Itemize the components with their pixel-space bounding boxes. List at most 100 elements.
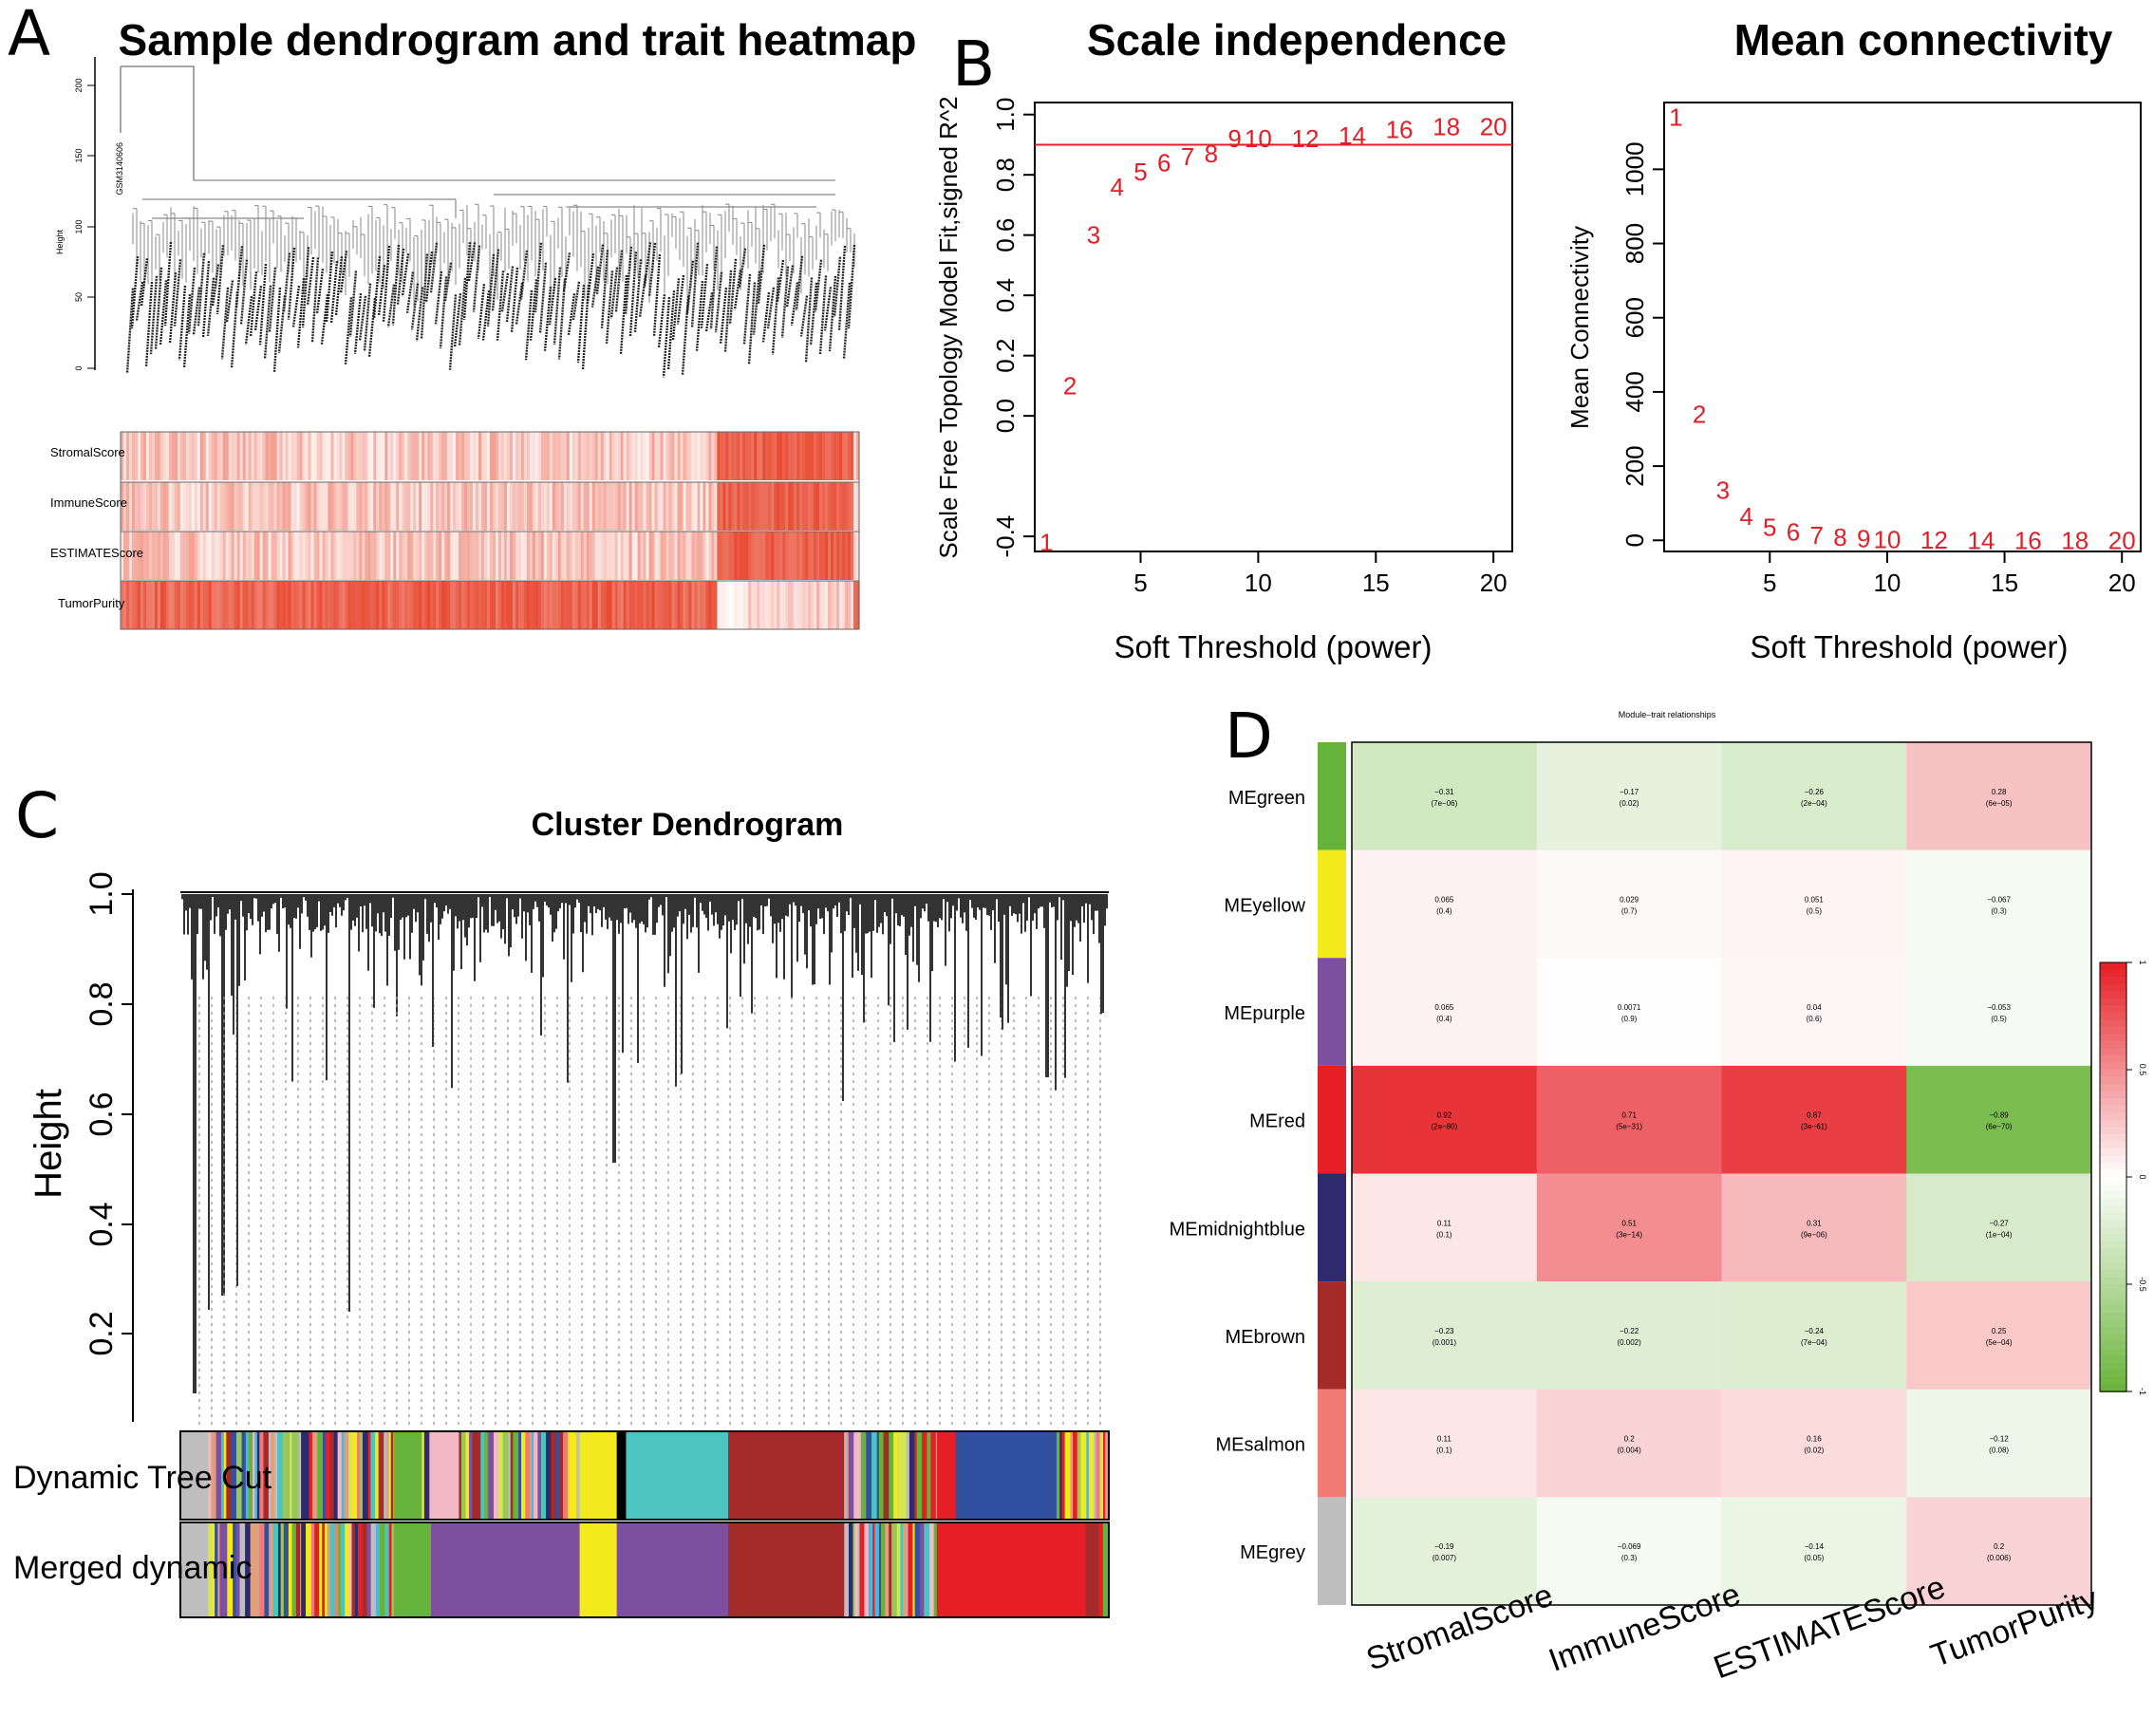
merged-dynamic-segment <box>1102 1522 1109 1617</box>
dynamic-tree-cut-segment <box>576 1431 581 1520</box>
panel-a-ytick-2: 100 <box>74 219 84 233</box>
legend-gradient-step <box>2100 1277 2126 1285</box>
trait-stripe <box>296 532 301 580</box>
trait-stripe <box>754 482 758 531</box>
dynamic-tree-cut-segment <box>493 1431 499 1520</box>
trait-stripe <box>711 482 715 531</box>
trait-stripe <box>199 532 204 580</box>
trait-stripe <box>222 581 227 629</box>
trait-stripe <box>299 532 304 580</box>
trait-stripe <box>725 482 729 531</box>
heatmap-cell <box>1721 1065 1907 1174</box>
legend-gradient-step <box>2100 998 2126 1007</box>
trait-stripe <box>534 432 539 480</box>
trait-stripe <box>529 581 534 629</box>
trait-stripe <box>421 532 425 580</box>
trait-stripe <box>808 482 812 531</box>
trait-stripe <box>591 482 596 531</box>
panel-a-ytick-1: 50 <box>74 292 84 302</box>
trait-stripe <box>537 482 542 531</box>
trait-stripe <box>490 532 494 580</box>
trait-stripe <box>447 432 451 480</box>
dynamic-tree-cut-segment <box>908 1431 915 1520</box>
trait-stripe <box>537 532 542 580</box>
trait-stripe <box>665 482 670 531</box>
dynamic-tree-cut-segment <box>423 1431 430 1520</box>
trait-stripe <box>467 581 471 629</box>
trait-stripe <box>459 432 462 480</box>
trait-stripe <box>819 532 823 580</box>
trait-stripe <box>634 432 639 480</box>
trait-stripe <box>271 581 275 629</box>
scale-independence-ytick-label: 1.0 <box>991 98 1020 132</box>
dynamic-tree-cut-segment <box>180 1431 209 1520</box>
trait-stripe <box>290 581 295 629</box>
trait-stripe <box>182 482 187 531</box>
trait-stripe <box>600 532 605 580</box>
module-swatch-MEred <box>1318 1065 1346 1174</box>
trait-stripe <box>256 532 261 580</box>
trait-stripe <box>737 532 740 580</box>
trait-stripe <box>574 482 579 531</box>
trait-stripe <box>785 581 789 629</box>
trait-stripe <box>609 581 613 629</box>
legend-gradient-step <box>2100 1034 2126 1042</box>
trait-stripe <box>316 482 321 531</box>
trait-stripe <box>342 532 346 580</box>
dynamic-tree-cut-segment <box>616 1431 627 1520</box>
trait-stripe <box>734 482 738 531</box>
dynamic-tree-cut-segment <box>362 1431 369 1520</box>
trait-stripe <box>828 581 832 629</box>
merged-dynamic-segment <box>889 1522 892 1617</box>
trait-stripe <box>648 532 653 580</box>
trait-stripe <box>788 532 792 580</box>
trait-stripe <box>345 482 348 531</box>
trait-stripe <box>376 581 380 629</box>
merged-dynamic-segment <box>340 1522 346 1617</box>
legend-gradient-step <box>2100 1162 2126 1171</box>
trait-stripe <box>751 432 755 480</box>
trait-stripe <box>370 532 374 580</box>
trait-stripe <box>430 581 434 629</box>
trait-stripe <box>631 432 636 480</box>
dynamic-tree-cut-segment <box>317 1431 324 1520</box>
trait-stripe <box>473 432 477 480</box>
trait-stripe <box>811 581 815 629</box>
dynamic-tree-cut-segment <box>241 1431 247 1520</box>
trait-stripe <box>177 482 181 531</box>
trait-stripe <box>771 532 775 580</box>
trait-stripe <box>439 581 442 629</box>
dynamic-tree-cut-segment <box>477 1431 481 1520</box>
trait-stripe <box>762 532 766 580</box>
trait-stripe <box>848 532 852 580</box>
trait-stripe <box>308 532 312 580</box>
trait-stripe <box>350 482 354 531</box>
merged-dynamic-segment <box>235 1522 241 1617</box>
trait-stripe <box>814 432 817 480</box>
trait-stripe <box>634 532 639 580</box>
dynamic-tree-cut-segment <box>844 1431 847 1520</box>
trait-stripe <box>651 581 656 629</box>
trait-stripe <box>503 532 508 580</box>
cell-correlation: 0.16 <box>1807 1435 1822 1444</box>
trait-stripe <box>433 581 437 629</box>
trait-stripe <box>848 432 852 480</box>
cell-correlation: −0.26 <box>1805 788 1825 796</box>
trait-stripe <box>444 432 448 480</box>
cell-pvalue: (0.02) <box>1804 1447 1824 1455</box>
trait-stripe <box>191 432 196 480</box>
dynamic-tree-cut-segment <box>263 1431 270 1520</box>
scale-independence-xtick-label: 5 <box>1133 569 1147 597</box>
trait-stripe <box>742 432 746 480</box>
dendro-leaf-guides <box>198 997 1101 1428</box>
trait-stripe <box>399 432 403 480</box>
trait-stripe <box>134 532 139 580</box>
trait-stripe <box>560 482 565 531</box>
trait-stripe <box>476 432 479 480</box>
mean-connectivity-point-label: 14 <box>1967 526 1995 554</box>
trait-stripe <box>796 432 800 480</box>
legend-gradient-step <box>2100 1177 2126 1185</box>
dynamic-tree-cut-segment <box>921 1431 927 1520</box>
trait-heatmap <box>120 431 860 630</box>
trait-stripe <box>839 482 843 531</box>
